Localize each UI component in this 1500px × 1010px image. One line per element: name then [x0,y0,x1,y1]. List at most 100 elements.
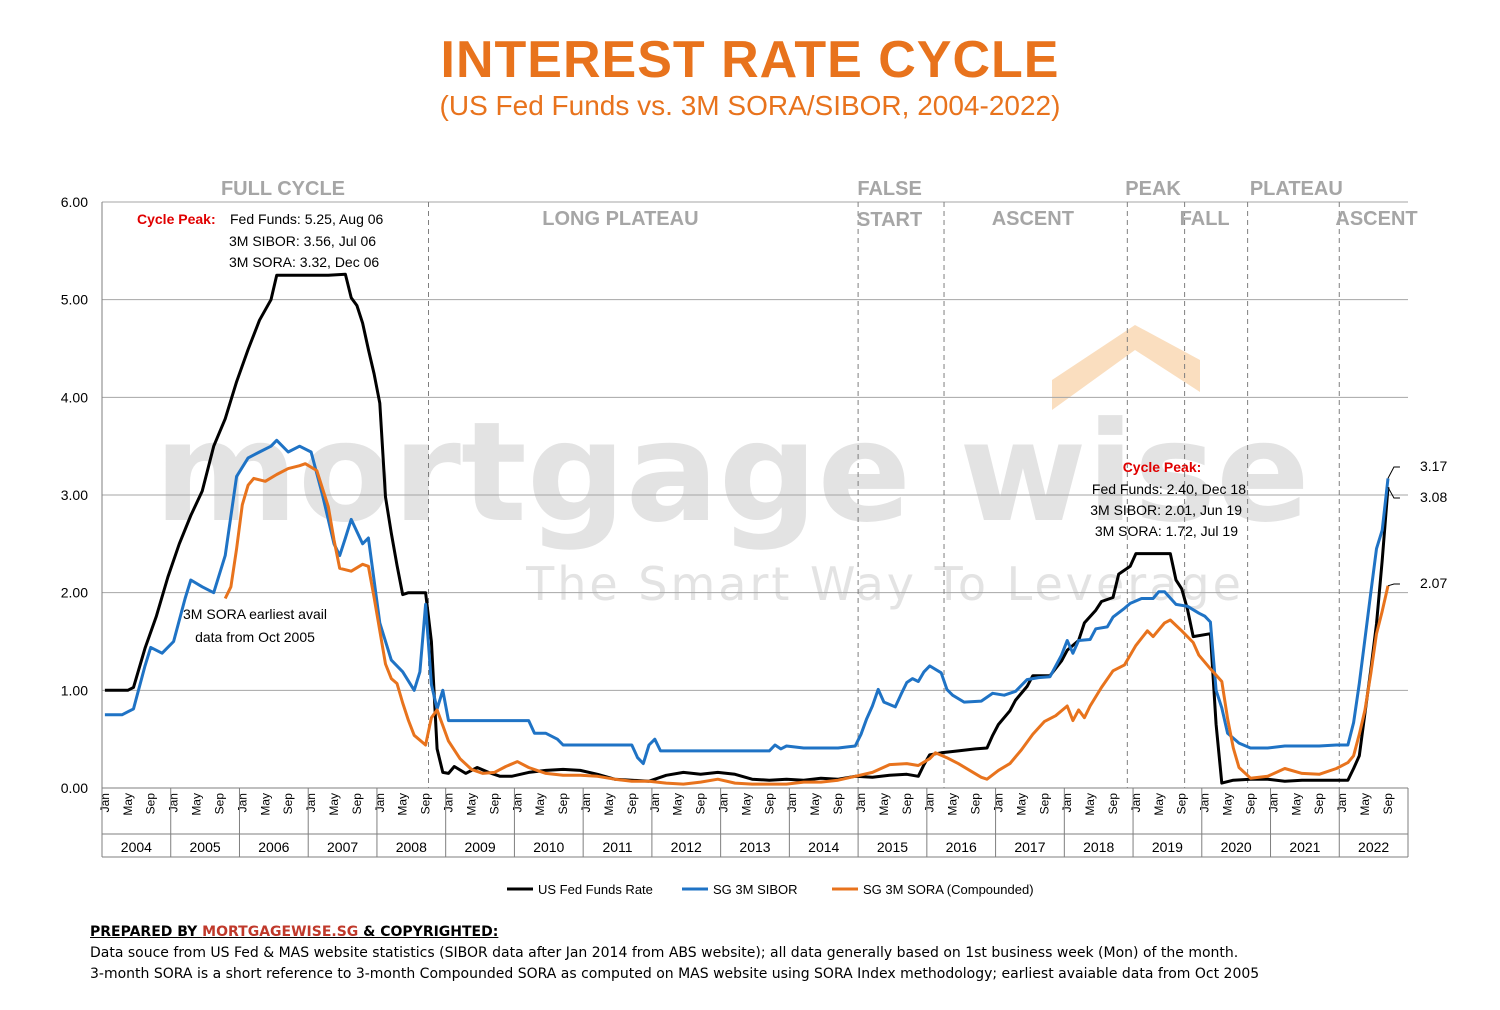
end-label-leader [1387,583,1400,587]
series-line [223,462,1390,786]
month-tick-label: Jan [1129,793,1143,812]
annotations: Cycle Peak: Fed Funds: 5.25, Aug 06 3M SIB… [137,211,1447,645]
month-tick-label: Sep [487,793,501,815]
month-tick-label: Jan [98,793,112,812]
phase-label: START [857,209,922,231]
month-tick-label: Sep [1243,793,1257,815]
chart-subtitle: (US Fed Funds vs. 3M SORA/SIBOR, 2004-20… [439,90,1061,121]
year-label: 2005 [190,839,221,855]
legend-entry: SG 3M SORA (Compounded) [863,882,1034,897]
phase-label: ASCENT [992,208,1074,230]
month-tick-label: Jan [579,793,593,812]
month-tick-label: Sep [762,793,776,815]
end-value-label: 3.08 [1420,489,1447,505]
month-tick-label: May [1014,793,1028,816]
month-tick-label: May [396,793,410,816]
month-tick-label: May [739,793,753,816]
end-value-label: 3.17 [1420,458,1447,474]
footer-note-2: 3-month SORA is a short reference to 3-m… [90,966,1260,982]
year-label: 2012 [671,839,702,855]
prepared-suffix: & COPYRIGHTED: [358,924,499,940]
month-tick-label: Sep [1312,793,1326,815]
month-tick-label: Sep [281,793,295,815]
axes: Jan May Sep Jan May Sep Jan May Sep Jan May Sep Jan M… [98,788,1409,858]
y-tick-label: 1.00 [61,682,88,698]
month-tick-label: Jan [442,793,456,812]
phase-dividers: FULL CYCLE LONG PLATEAU FALSE START ASCENT PE… [221,178,1418,788]
end-label-leader [1387,486,1400,499]
month-tick-label: May [671,793,685,816]
prepared-by: PREPARED BY MORTGAGEWISE.SG & COPYRIGHTE… [90,922,1259,943]
year-label: 2004 [121,839,152,855]
month-tick-label: Jan [648,793,662,812]
month-tick-label: May [877,793,891,816]
month-tick-label: Jan [304,793,318,812]
month-tick-label: Sep [212,793,226,815]
month-tick-label: May [1152,793,1166,816]
month-tick-label: Jan [785,793,799,812]
month-tick-label: Jan [373,793,387,812]
month-tick-label: May [327,793,341,816]
year-label: 2021 [1289,839,1320,855]
month-tick-label: Jan [1198,793,1212,812]
month-tick-label: Jan [854,793,868,812]
month-tick-label: May [1083,793,1097,816]
year-label: 2017 [1014,839,1045,855]
month-tick-label: Jan [1060,793,1074,812]
year-label: 2011 [602,839,632,855]
year-label: 2015 [877,839,908,855]
month-tick-label: Jan [991,793,1005,812]
sora-note: data from Oct 2005 [195,629,315,645]
peak1-line: Fed Funds: 5.25, Aug 06 [230,211,384,227]
footer: PREPARED BY MORTGAGEWISE.SG & COPYRIGHTE… [90,922,1259,985]
month-tick-label: May [1221,793,1235,816]
phase-label: FULL CYCLE [221,178,345,200]
month-tick-label: Sep [625,793,639,815]
year-label: 2009 [464,839,495,855]
month-tick-label: Sep [694,793,708,815]
year-label: 2019 [1152,839,1183,855]
month-tick-label: Sep [350,793,364,815]
month-tick-label: Jan [923,793,937,812]
month-tick-label: Jan [167,793,181,812]
year-label: 2014 [808,839,839,855]
y-tick-label: 0.00 [61,780,88,796]
month-tick-label: Sep [831,793,845,815]
year-label: 2016 [946,839,977,855]
legend: US Fed Funds Rate SG 3M SIBOR SG 3M SORA (… [507,882,1034,897]
legend-entry: SG 3M SIBOR [713,882,798,897]
phase-label: ASCENT [1335,208,1417,230]
month-tick-label: Jan [235,793,249,812]
year-label: 2010 [533,839,564,855]
phase-label: PLATEAU [1250,178,1343,200]
peak2-line: 3M SORA: 1.72, Jul 19 [1095,523,1238,539]
month-tick-label: Jan [1335,793,1349,812]
y-tick-label: 6.00 [61,194,88,210]
month-tick-label: May [1358,793,1372,816]
series-lines [104,272,1390,786]
month-tick-label: May [258,793,272,816]
phase-label: PEAK [1125,178,1181,200]
watermark-tagline: The Smart Way To Leverage [525,557,1244,611]
month-tick-label: May [121,793,135,816]
peak2-line: Fed Funds: 2.40, Dec 18 [1092,481,1246,497]
month-tick-label: Sep [969,793,983,815]
sora-note: 3M SORA earliest avail [183,606,327,622]
y-tick-label: 2.00 [61,585,88,601]
site-link[interactable]: MORTGAGEWISE.SG [202,924,359,940]
year-label: 2007 [327,839,358,855]
peak1-line: 3M SORA: 3.32, Dec 06 [229,254,379,270]
month-tick-label: Jan [716,793,730,812]
peak2-line: 3M SIBOR: 2.01, Jun 19 [1090,502,1242,518]
y-tick-label: 3.00 [61,487,88,503]
month-tick-label: Jan [1266,793,1280,812]
peak1-line: 3M SIBOR: 3.56, Jul 06 [229,233,376,249]
month-tick-label: May [464,793,478,816]
month-tick-label: Sep [556,793,570,815]
peak2-heading: Cycle Peak: [1123,459,1202,475]
legend-entry: US Fed Funds Rate [538,882,653,897]
month-tick-label: Jan [510,793,524,812]
month-tick-label: Sep [144,793,158,815]
phase-label: LONG PLATEAU [542,208,698,230]
